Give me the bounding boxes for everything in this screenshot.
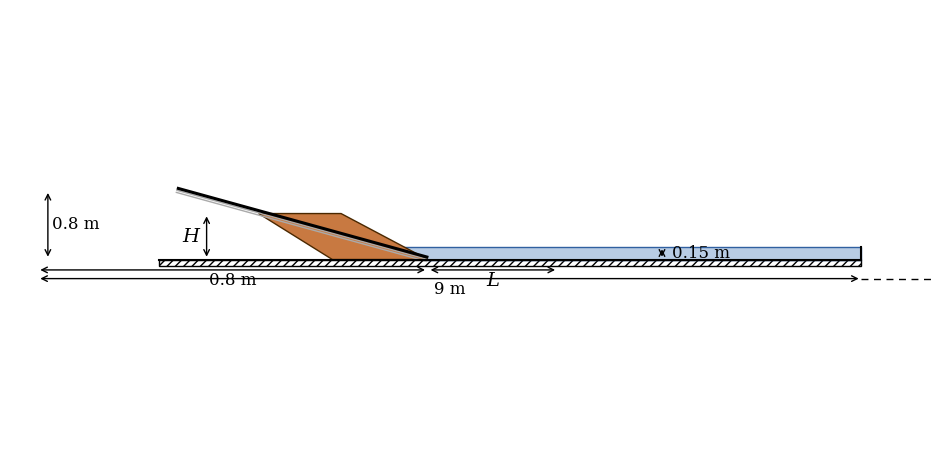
Polygon shape [159, 260, 862, 266]
Text: 0.8 m: 0.8 m [52, 216, 100, 234]
Text: H: H [183, 227, 200, 246]
Text: 9 m: 9 m [434, 281, 465, 298]
Text: 0.8 m: 0.8 m [209, 272, 257, 289]
Polygon shape [362, 247, 862, 260]
Text: 0.15 m: 0.15 m [672, 245, 730, 262]
Polygon shape [259, 213, 428, 260]
Text: L: L [486, 272, 499, 290]
